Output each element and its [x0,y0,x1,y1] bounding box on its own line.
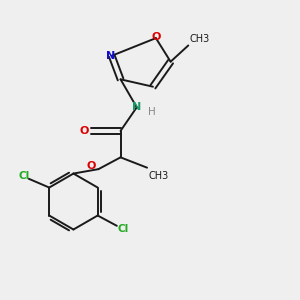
Text: H: H [148,107,155,117]
Text: N: N [106,51,115,61]
Text: O: O [79,126,88,136]
Text: CH3: CH3 [148,171,169,181]
Text: O: O [151,32,160,42]
Text: Cl: Cl [117,224,128,234]
Text: Cl: Cl [19,171,30,181]
Text: CH3: CH3 [190,34,210,44]
Text: N: N [132,102,141,112]
Text: O: O [86,161,96,171]
